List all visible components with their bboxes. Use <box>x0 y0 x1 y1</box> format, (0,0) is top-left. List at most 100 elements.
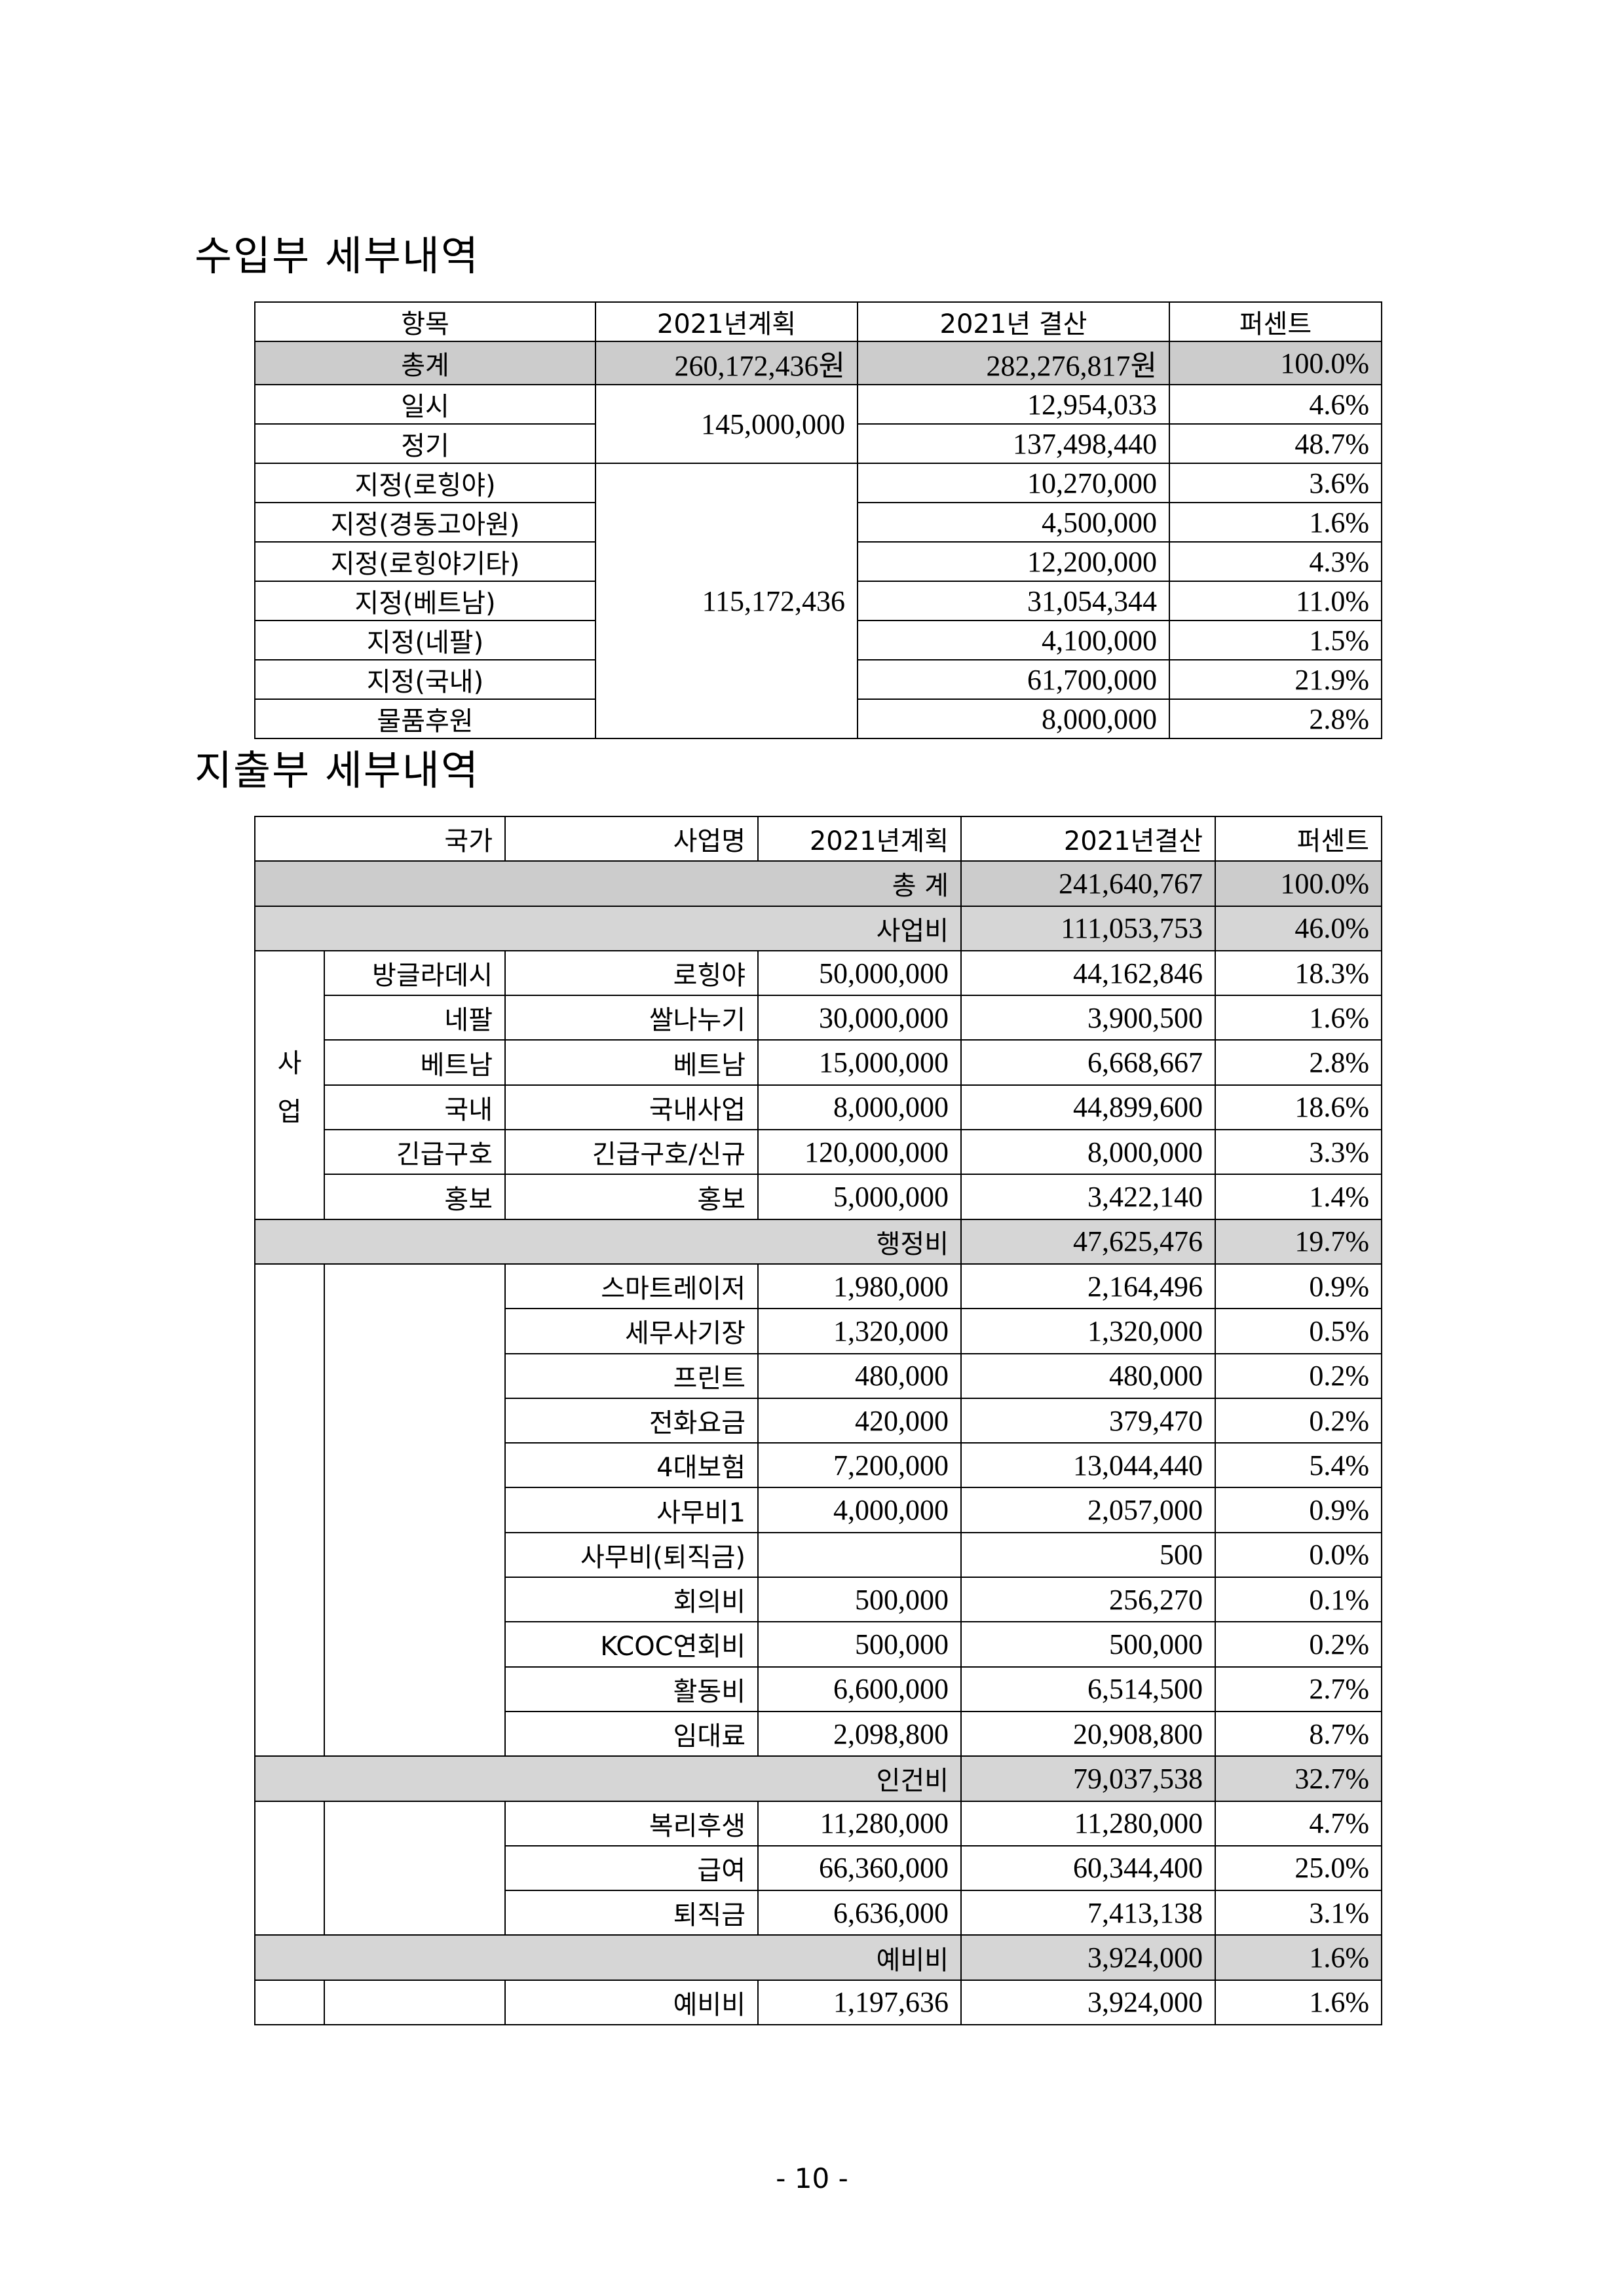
actual-cell: 44,162,846 <box>960 949 1217 997</box>
item-label: 지정(네팔) <box>254 620 596 660</box>
group-plan: 145,000,000 <box>595 384 858 464</box>
plan-cell: 480,000 <box>757 1352 962 1399</box>
actual-cell: 500 <box>960 1531 1217 1578</box>
column-header: 2021년계획 <box>595 301 858 342</box>
item-pct: 4.6% <box>1169 384 1382 425</box>
item-label: 정기 <box>254 423 596 464</box>
plan-cell: 500,000 <box>757 1621 962 1668</box>
empty-cell <box>323 1263 506 1757</box>
table-row: 복리후생 11,280,000 11,280,000 4.7% <box>254 1800 1383 1936</box>
item-name-cell: KCOC연회비 <box>504 1621 759 1668</box>
plan-cell: 120,000,000 <box>757 1129 962 1176</box>
pct-cell: 1.4% <box>1215 1174 1383 1220</box>
item-name-cell: 사무비(퇴직금) <box>504 1531 759 1578</box>
income-header-row: 항목 2021년계획 2021년 결산 퍼센트 <box>254 301 1382 342</box>
pct-cell: 25.0% <box>1215 1845 1383 1892</box>
plan-cell: 30,000,000 <box>757 995 962 1041</box>
total-pct: 100.0% <box>1169 341 1382 385</box>
pct-cell: 4.7% <box>1215 1800 1383 1846</box>
empty-cell <box>254 1800 325 1936</box>
item-actual: 4,100,000 <box>857 620 1170 660</box>
pct-cell: 0.1% <box>1215 1577 1383 1623</box>
subtotal-pct: 1.6% <box>1215 1934 1383 1981</box>
plan-cell: 8,000,000 <box>757 1084 962 1131</box>
table-row: 4대보험 7,200,000 13,044,440 5.4% <box>255 1442 1383 1489</box>
table-row: 네팔 쌀나누기 30,000,000 3,900,500 1.6% <box>255 995 1383 1041</box>
subtotal-actual: 79,037,538 <box>960 1755 1217 1802</box>
subtotal-label: 예비비 <box>254 1934 962 1981</box>
item-name-cell: 프린트 <box>504 1352 759 1399</box>
item-actual: 12,200,000 <box>857 541 1170 582</box>
table-row: 세무사기장 1,320,000 1,320,000 0.5% <box>255 1308 1383 1354</box>
actual-cell: 13,044,440 <box>960 1442 1217 1489</box>
item-pct: 21.9% <box>1169 659 1382 700</box>
actual-cell: 8,000,000 <box>960 1129 1217 1176</box>
table-row: 베트남 베트남 15,000,000 6,668,667 2.8% <box>255 1039 1383 1086</box>
plan-cell: 66,360,000 <box>757 1845 962 1892</box>
item-label: 지정(베트남) <box>254 581 596 621</box>
item-pct: 1.5% <box>1169 620 1382 660</box>
plan-cell: 1,980,000 <box>757 1263 962 1310</box>
actual-cell: 2,164,496 <box>960 1263 1217 1310</box>
side-label-char: 사 <box>277 1048 302 1079</box>
table-row: 회의비 500,000 256,270 0.1% <box>255 1577 1383 1623</box>
plan-cell: 5,000,000 <box>757 1174 962 1220</box>
subtotal-row: 예비비 3,924,000 1.6% <box>254 1934 1383 1981</box>
item-name-cell: 사무비1 <box>504 1487 759 1533</box>
table-row: 임대료 2,098,800 20,908,800 8.7% <box>255 1710 1383 1757</box>
subtotal-label: 사업비 <box>254 905 962 951</box>
table-row: 지정(베트남) 31,054,344 11.0% <box>254 581 1382 621</box>
side-label-char: 업 <box>277 1096 302 1127</box>
pct-cell: 3.3% <box>1215 1129 1383 1176</box>
total-plan: 260,172,436원 <box>595 341 858 385</box>
subtotal-actual: 111,053,753 <box>960 905 1217 951</box>
actual-cell: 11,280,000 <box>960 1800 1217 1846</box>
table-row: 급여 66,360,000 60,344,400 25.0% <box>255 1845 1383 1892</box>
item-pct: 2.8% <box>1169 698 1382 739</box>
country-cell: 국내 <box>323 1084 506 1131</box>
item-name-cell: 전화요금 <box>504 1397 759 1444</box>
subtotal-row: 인건비 79,037,538 32.7% <box>254 1755 1383 1802</box>
subtotal-row: 사업비 111,053,753 46.0% <box>254 905 1383 951</box>
item-name-cell: 퇴직금 <box>504 1890 759 1936</box>
item-name-cell: 예비비 <box>504 1979 759 2026</box>
item-label: 지정(로힝야기타) <box>254 541 596 582</box>
table-row: 사무비(퇴직금) 500 0.0% <box>255 1531 1383 1578</box>
pct-cell: 0.2% <box>1215 1352 1383 1399</box>
table-row: 물품후원 8,000,000 2.8% <box>254 698 1382 739</box>
item-pct: 1.6% <box>1169 502 1382 543</box>
empty-cell <box>323 1800 506 1936</box>
plan-cell: 500,000 <box>757 1577 962 1623</box>
expense-heading: 지출부 세부내역 <box>195 746 480 794</box>
subtotal-row: 행정비 47,625,476 19.7% <box>254 1218 1383 1265</box>
item-name-cell: 급여 <box>504 1845 759 1892</box>
expense-header-row: 국가 사업명 2021년계획 2021년결산 퍼센트 <box>254 815 1383 862</box>
project-name-cell: 로힝야 <box>504 949 759 997</box>
page-number: - 10 - <box>776 2162 848 2194</box>
item-pct: 4.3% <box>1169 541 1382 582</box>
expense-total-row: 총 계 241,640,767 100.0% <box>254 860 1383 907</box>
item-pct: 3.6% <box>1169 463 1382 503</box>
item-label: 일시 <box>254 384 596 425</box>
column-header: 2021년결산 <box>960 815 1217 862</box>
actual-cell: 7,413,138 <box>960 1890 1217 1936</box>
item-actual: 61,700,000 <box>857 659 1170 700</box>
group-plan: 115,172,436 <box>595 463 858 739</box>
subtotal-label: 행정비 <box>254 1218 962 1265</box>
pct-cell: 2.7% <box>1215 1666 1383 1712</box>
table-row: 프린트 480,000 480,000 0.2% <box>255 1352 1383 1399</box>
table-row: 일시 145,000,000 12,954,033 4.6% <box>254 384 1382 464</box>
item-label: 지정(국내) <box>254 659 596 700</box>
empty-cell <box>323 1979 506 2026</box>
table-row: 홍보 홍보 5,000,000 3,422,140 1.4% <box>255 1174 1383 1220</box>
table-row: 지정(로힝야) 115,172,436 10,270,000 3.6% <box>254 463 1382 739</box>
subtotal-actual: 47,625,476 <box>960 1218 1217 1265</box>
plan-cell: 1,320,000 <box>757 1308 962 1354</box>
pct-cell: 0.2% <box>1215 1621 1383 1668</box>
column-header: 항목 <box>254 301 596 342</box>
table-row: 정기 137,498,440 48.7% <box>254 423 1382 464</box>
subtotal-label: 인건비 <box>254 1755 962 1802</box>
actual-cell: 3,924,000 <box>960 1979 1217 2026</box>
actual-cell: 480,000 <box>960 1352 1217 1399</box>
pct-cell: 18.3% <box>1215 949 1383 997</box>
